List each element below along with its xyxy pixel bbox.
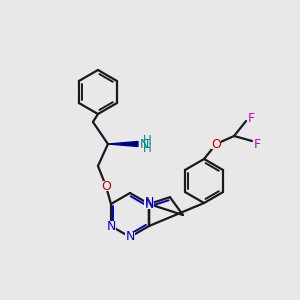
Text: H: H xyxy=(143,134,152,148)
Text: F: F xyxy=(248,112,255,124)
Text: N: N xyxy=(125,230,135,244)
Text: N: N xyxy=(144,197,154,211)
FancyBboxPatch shape xyxy=(211,139,221,149)
Text: H: H xyxy=(143,142,152,155)
FancyBboxPatch shape xyxy=(144,198,154,208)
Polygon shape xyxy=(108,142,138,146)
FancyBboxPatch shape xyxy=(125,232,135,242)
Text: O: O xyxy=(101,179,111,193)
FancyBboxPatch shape xyxy=(144,199,154,209)
Text: N: N xyxy=(144,196,154,209)
Text: O: O xyxy=(211,137,221,151)
Text: N: N xyxy=(106,220,116,232)
FancyBboxPatch shape xyxy=(106,221,116,231)
FancyBboxPatch shape xyxy=(101,181,111,191)
Text: F: F xyxy=(254,137,261,151)
Text: N: N xyxy=(140,137,149,151)
